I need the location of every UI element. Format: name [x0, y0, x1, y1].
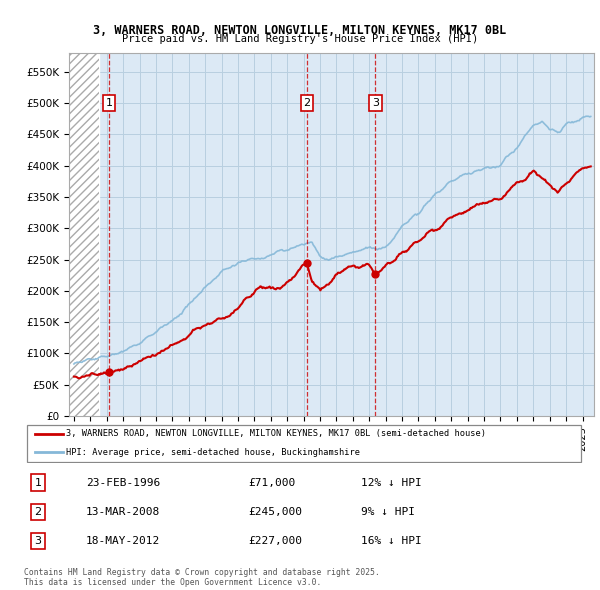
- Text: 13-MAR-2008: 13-MAR-2008: [86, 507, 160, 517]
- Text: 3, WARNERS ROAD, NEWTON LONGVILLE, MILTON KEYNES, MK17 0BL (semi-detached house): 3, WARNERS ROAD, NEWTON LONGVILLE, MILTO…: [66, 430, 486, 438]
- Text: 3, WARNERS ROAD, NEWTON LONGVILLE, MILTON KEYNES, MK17 0BL: 3, WARNERS ROAD, NEWTON LONGVILLE, MILTO…: [94, 24, 506, 37]
- Text: 23-FEB-1996: 23-FEB-1996: [86, 477, 160, 487]
- Text: 16% ↓ HPI: 16% ↓ HPI: [361, 536, 421, 546]
- Text: 12% ↓ HPI: 12% ↓ HPI: [361, 477, 421, 487]
- Text: HPI: Average price, semi-detached house, Buckinghamshire: HPI: Average price, semi-detached house,…: [66, 448, 360, 457]
- Bar: [69, 53, 98, 416]
- Text: 1: 1: [106, 98, 112, 108]
- Text: 1: 1: [35, 477, 41, 487]
- Text: £245,000: £245,000: [248, 507, 302, 517]
- Text: 3: 3: [372, 98, 379, 108]
- Text: £71,000: £71,000: [248, 477, 296, 487]
- Text: 18-MAY-2012: 18-MAY-2012: [86, 536, 160, 546]
- Text: Price paid vs. HM Land Registry's House Price Index (HPI): Price paid vs. HM Land Registry's House …: [122, 34, 478, 44]
- Bar: [69, 53, 98, 416]
- Text: Contains HM Land Registry data © Crown copyright and database right 2025.
This d: Contains HM Land Registry data © Crown c…: [24, 568, 380, 587]
- Text: 3: 3: [35, 536, 41, 546]
- Text: 9% ↓ HPI: 9% ↓ HPI: [361, 507, 415, 517]
- FancyBboxPatch shape: [27, 425, 581, 461]
- Text: 2: 2: [34, 507, 41, 517]
- Text: £227,000: £227,000: [248, 536, 302, 546]
- Text: 2: 2: [304, 98, 310, 108]
